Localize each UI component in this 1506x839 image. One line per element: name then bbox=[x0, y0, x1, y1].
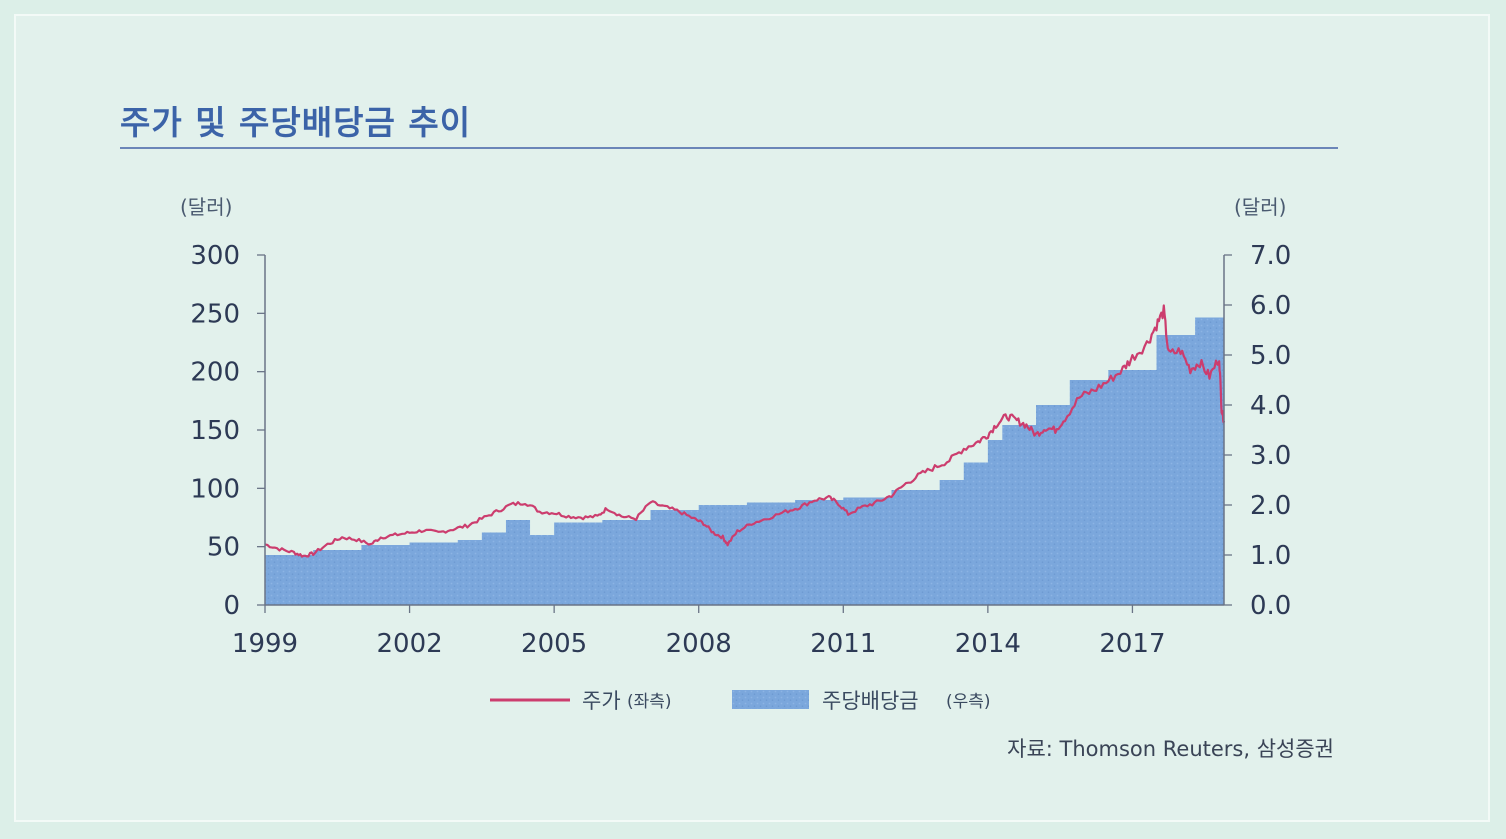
right-tick-label: 4.0 bbox=[1250, 391, 1291, 421]
right-tick-label: 5.0 bbox=[1250, 341, 1291, 371]
left-tick-label: 150 bbox=[190, 416, 240, 446]
x-tick-label: 2005 bbox=[521, 629, 587, 659]
left-tick-label: 100 bbox=[190, 474, 240, 504]
left-tick-label: 0 bbox=[223, 591, 240, 621]
right-tick-label: 6.0 bbox=[1250, 291, 1291, 321]
legend-price-sub: (좌측) bbox=[627, 692, 672, 712]
right-tick-label: 1.0 bbox=[1250, 541, 1291, 571]
x-tick-label: 2014 bbox=[955, 629, 1021, 659]
dividend-area-group bbox=[265, 317, 1224, 605]
right-tick-label: 2.0 bbox=[1250, 491, 1291, 521]
legend-dividend-swatch bbox=[732, 690, 809, 709]
legend-dividend-sub: (우측) bbox=[946, 692, 991, 712]
x-tick-label: 2011 bbox=[810, 629, 876, 659]
dividend-area bbox=[265, 317, 1224, 605]
x-tick-label: 1999 bbox=[232, 629, 298, 659]
left-tick-label: 200 bbox=[190, 358, 240, 388]
source-note: 자료: Thomson Reuters, 삼성증권 bbox=[1007, 737, 1334, 761]
left-tick-label: 300 bbox=[190, 241, 240, 271]
left-tick-label: 50 bbox=[207, 533, 240, 563]
legend-price-label: 주가 bbox=[582, 689, 621, 713]
legend-dividend-label: 주당배당금 bbox=[822, 689, 919, 713]
price-line bbox=[264, 304, 1226, 558]
left-axis-unit: (달러) bbox=[180, 195, 232, 219]
title-rule bbox=[120, 147, 1338, 149]
right-axis-unit: (달러) bbox=[1234, 195, 1286, 219]
x-tick-label: 2002 bbox=[376, 629, 442, 659]
right-tick-label: 7.0 bbox=[1250, 241, 1291, 271]
x-tick-label: 2008 bbox=[666, 629, 732, 659]
chart-title: 주가 및 주당배당금 추이 bbox=[120, 103, 472, 142]
right-tick-label: 3.0 bbox=[1250, 441, 1291, 471]
x-tick-label: 2017 bbox=[1099, 629, 1165, 659]
tick-labels-group: 300 250 200 150 100 50 0 7.0 6.0 5.0 4.0 3.0 2.0 1.0 0… bbox=[190, 241, 1291, 659]
right-tick-label: 0.0 bbox=[1250, 591, 1291, 621]
price-line-group bbox=[264, 304, 1226, 558]
left-tick-label: 250 bbox=[190, 299, 240, 329]
axes-group bbox=[257, 254, 1232, 613]
legend: 주가 (좌측) 주당배당금 (우측) bbox=[490, 689, 991, 713]
